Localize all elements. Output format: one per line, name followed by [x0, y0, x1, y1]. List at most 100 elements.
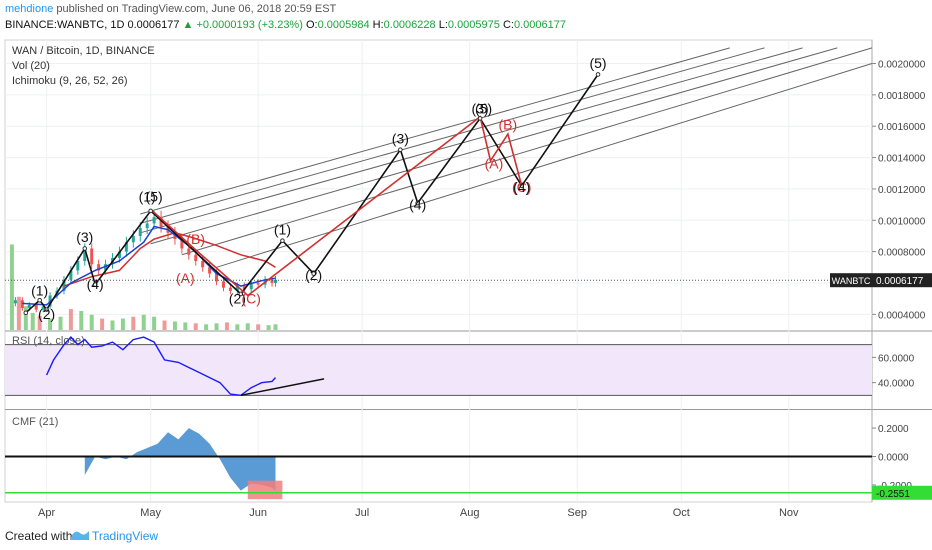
channel-line	[140, 47, 730, 215]
candle-body	[131, 235, 135, 243]
rsi-title: RSI (14, close)	[12, 335, 85, 347]
indicator-label: Vol (20)	[12, 60, 50, 72]
wave-label: (2)	[229, 290, 246, 306]
x-tick-label: Apr	[38, 507, 55, 519]
volume-bar	[120, 318, 125, 330]
wave-label: (5)	[589, 55, 606, 71]
volume-bar	[30, 312, 35, 330]
candle-body	[249, 282, 253, 290]
open-label: O:	[305, 19, 318, 31]
cmf-tick-label: 0.2000	[878, 424, 909, 435]
rsi-tick-label: 60.0000	[878, 353, 915, 364]
wave-label: (C)	[242, 290, 261, 306]
candle-body	[104, 264, 108, 271]
x-tick-label: May	[140, 507, 161, 519]
wave-point	[92, 282, 98, 287]
wave-point	[595, 72, 601, 77]
candle-body	[194, 254, 198, 262]
wave-label: (5)	[146, 188, 163, 204]
candle-body	[159, 217, 163, 227]
tradingview-brand[interactable]: TradingView	[92, 529, 159, 543]
rsi-trendline	[240, 378, 325, 397]
candle-body	[117, 251, 121, 258]
wave-label: (A)	[485, 156, 504, 172]
candle-body	[215, 273, 219, 282]
wave-point	[398, 147, 403, 153]
wave-label: (3)	[472, 101, 489, 117]
channel-line	[140, 47, 803, 234]
volume-bar	[131, 316, 136, 330]
last-price: 0.0006177	[127, 19, 180, 31]
volume-bar	[16, 296, 21, 330]
candle-body	[235, 286, 239, 291]
candle-body	[228, 287, 232, 291]
volume-bar	[214, 323, 219, 330]
rsi-band	[5, 344, 872, 396]
candle-body	[208, 267, 212, 274]
wave-point	[311, 271, 316, 276]
wave-label: (3)	[76, 229, 93, 245]
x-tick-label: Sep	[567, 507, 587, 519]
y-tick-label: 0.0014000	[878, 154, 926, 165]
chart-header: mehdione published on TradingView.com, J…	[0, 0, 932, 36]
channel-line	[216, 63, 873, 268]
candle-body	[256, 282, 260, 285]
x-tick-label: Jun	[249, 507, 267, 519]
volume-bar	[245, 323, 250, 330]
elliott-wave-red	[150, 115, 523, 297]
indicator-label: Ichimoku (9, 26, 52, 26)	[12, 75, 128, 87]
footer: Created with TradingView	[0, 520, 932, 550]
price-tag	[872, 273, 932, 288]
candle-body	[97, 264, 101, 271]
wave-label: (4)	[409, 196, 426, 212]
volume-bar	[273, 324, 278, 330]
low-label: L:	[438, 19, 448, 31]
volume-bar	[235, 324, 240, 330]
cmf-area	[84, 428, 276, 491]
wave-point	[148, 208, 153, 214]
volume-bar	[172, 321, 177, 330]
volume-bar	[193, 323, 198, 330]
volume-bar	[266, 325, 271, 330]
plot-frame	[4, 39, 873, 503]
close-value: 0.0006177	[513, 19, 566, 31]
wave-label: (4)	[87, 276, 104, 292]
x-tick-label: Oct	[673, 507, 690, 519]
tradingview-logo-icon	[71, 531, 89, 540]
wave-label: (A)	[176, 270, 195, 286]
wave-point	[280, 238, 285, 243]
high-value: 0.0006228	[383, 19, 436, 31]
open-value: 0.0005984	[317, 19, 370, 31]
elliott-wave-black	[25, 74, 599, 314]
wave-point	[238, 291, 244, 297]
close-label: C:	[502, 19, 514, 31]
volume-bar	[256, 324, 261, 330]
candle-body	[124, 242, 128, 252]
candle-body	[152, 217, 156, 224]
wave-label: (5)	[475, 101, 492, 117]
wave-point	[44, 307, 49, 312]
candle-body	[180, 239, 184, 249]
wave-label: (1)	[31, 283, 48, 299]
candle-body	[27, 304, 31, 309]
wave-label: (1)	[139, 188, 156, 204]
author-link[interactable]: mehdione	[5, 3, 54, 15]
created-with-text: Created with	[5, 529, 73, 543]
wave-label: (3)	[392, 130, 409, 146]
high-label: H:	[372, 19, 384, 31]
symbol-tag	[830, 273, 872, 288]
chart-canvas[interactable]: Apr May Jun Jul Aug Sep Oct Nov 0.0020000 0.00180…	[0, 36, 932, 520]
x-tick-label: Aug	[460, 507, 480, 519]
volume-bar	[79, 311, 84, 330]
candle-body	[201, 261, 205, 268]
wave-label: (2)	[305, 267, 322, 283]
symbol-tag-label: WANBTC	[832, 276, 871, 286]
y-tick-label: 0.0016000	[878, 122, 926, 133]
volume-bar	[224, 322, 229, 330]
wave-label: (4)	[513, 179, 530, 195]
wave-point	[477, 116, 483, 121]
x-tick-label: Jul	[355, 507, 369, 519]
volume-bar	[58, 316, 63, 330]
price-tag-label: 0.0006177	[876, 276, 924, 287]
candle-body	[145, 223, 149, 229]
